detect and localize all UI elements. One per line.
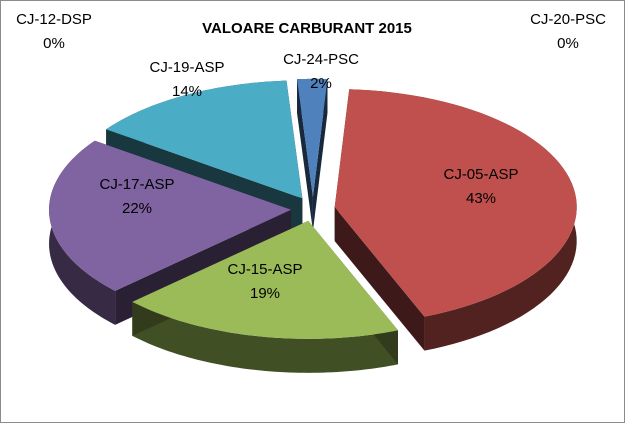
label-value-cj-17-asp: 22% [122,200,152,217]
slice-side-wall [132,301,398,373]
chart-title: VALOARE CARBURANT 2015 [202,20,412,37]
slice-top-face [49,140,292,291]
slice-cut-face-1 [334,207,425,351]
pie-slice-cj-24-psc [297,78,328,231]
slice-top-face [132,220,398,339]
label-value-cj-19-asp: 14% [172,83,202,100]
label-value-cj-12-dsp: 0% [43,35,65,52]
pie-slice-cj-15-asp [132,220,398,373]
label-name-cj-19-asp: CJ-19-ASP [149,59,224,76]
label-name-cj-24-psc: CJ-24-PSC [283,51,359,68]
slice-top-face [106,80,303,199]
label-value-cj-15-asp: 19% [250,285,280,302]
label-value-cj-05-asp: 43% [466,190,496,207]
label-name-cj-05-asp: CJ-05-ASP [443,166,518,183]
label-name-cj-17-asp: CJ-17-ASP [99,176,174,193]
slice-cut-face-1 [312,79,328,231]
slice-top-face [297,78,328,197]
pie-slice-cj-05-asp [334,89,577,351]
label-name-cj-12-dsp: CJ-12-DSP [16,11,92,28]
slice-top-face [334,89,577,317]
slice-cut-face-0 [297,79,313,231]
label-value-cj-24-psc: 2% [310,75,332,92]
label-value-cj-20-psc: 0% [557,35,579,52]
label-name-cj-15-asp: CJ-15-ASP [227,261,302,278]
pie-slices [49,78,577,373]
label-name-cj-20-psc: CJ-20-PSC [530,11,606,28]
